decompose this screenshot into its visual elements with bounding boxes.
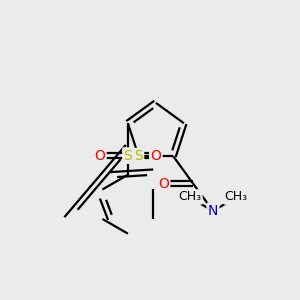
- Text: N: N: [208, 204, 218, 218]
- Text: O: O: [150, 148, 161, 163]
- Text: O: O: [158, 176, 169, 190]
- Text: S: S: [134, 149, 143, 163]
- Text: CH₃: CH₃: [225, 190, 248, 203]
- Text: CH₃: CH₃: [178, 190, 201, 203]
- Text: O: O: [94, 148, 105, 163]
- Text: S: S: [124, 148, 132, 163]
